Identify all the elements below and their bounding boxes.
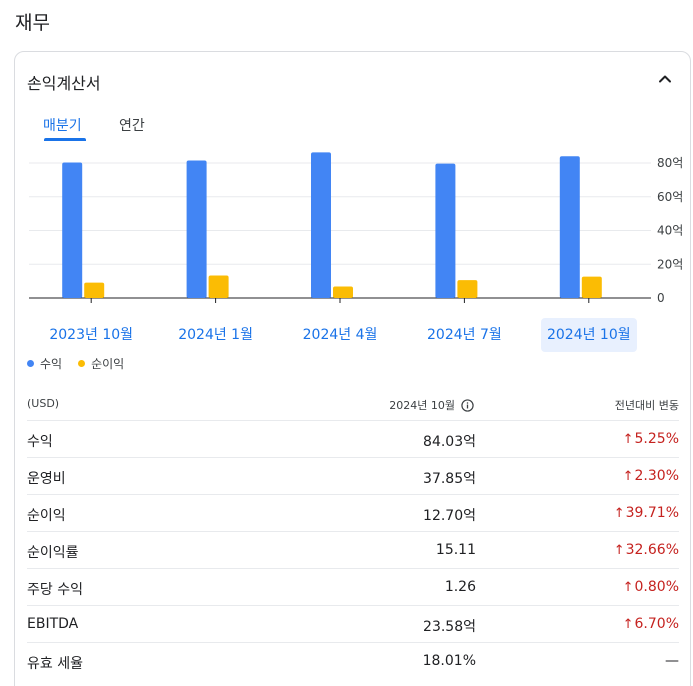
y-tick-label: 0: [657, 291, 665, 305]
tab-active-indicator: [44, 138, 86, 141]
row-value: 37.85억: [423, 471, 476, 487]
net-income-bar[interactable]: [581, 276, 602, 298]
table-header: (USD) 2024년 10월 전년대비 변동: [27, 385, 679, 421]
table-row: 주당 수익 1.26 ↑ 0.80%: [27, 569, 679, 606]
row-label: 순이익률: [27, 545, 79, 561]
y-tick-label: 80억: [657, 156, 683, 170]
header-change: 전년대비 변동: [614, 399, 679, 412]
legend-label-net-income: 순이익: [91, 357, 125, 371]
arrow-up-icon: ↑: [613, 542, 625, 558]
legend-item-net-income: 순이익: [78, 355, 124, 372]
table-row: 수익 84.03억 ↑ 5.25%: [27, 421, 679, 458]
table-row: EBITDA 23.58억 ↑ 6.70%: [27, 606, 679, 643]
revenue-bar[interactable]: [62, 162, 83, 298]
row-value: 84.03억: [423, 434, 476, 450]
row-label: 주당 수익: [27, 582, 83, 598]
row-change-value: —: [665, 653, 679, 669]
row-change: ↑ 6.70%: [623, 616, 679, 632]
income-statement-card: 손익계산서 매분기 연간 0 20억 40억 60억 80억 2023년 10월 2024…: [14, 51, 691, 686]
net-income-bar[interactable]: [333, 286, 353, 298]
header-period: 2024년 10월: [389, 397, 474, 413]
y-tick-label: 40억: [657, 224, 683, 238]
arrow-up-icon: ↑: [613, 505, 625, 521]
revenue-bar[interactable]: [311, 152, 331, 298]
arrow-up-icon: ↑: [622, 616, 634, 632]
x-tick-label[interactable]: 2024년 7월: [427, 327, 502, 343]
x-tick-label[interactable]: 2024년 1월: [178, 327, 253, 343]
tab-quarterly[interactable]: 매분기: [43, 118, 82, 134]
row-label: 수익: [27, 434, 53, 450]
tab-annual[interactable]: 연간: [119, 118, 145, 134]
table-row: 유효 세율 18.01% —: [27, 643, 679, 680]
income-bar-chart: 0 20억 40억 60억 80억: [29, 152, 683, 305]
chevron-up-icon: [659, 75, 671, 83]
arrow-up-icon: ↑: [622, 579, 634, 595]
info-icon[interactable]: [461, 398, 474, 412]
row-change: ↑ 5.25%: [623, 431, 679, 447]
row-change-value: 32.66%: [625, 542, 679, 558]
x-tick-label[interactable]: 2024년 10월: [540, 318, 637, 352]
row-change: ↑ 0.80%: [623, 579, 679, 595]
row-change-value: 2.30%: [634, 468, 679, 484]
row-change: —: [665, 653, 679, 669]
revenue-dot-icon: [27, 360, 34, 367]
x-tick-label[interactable]: 2024년 4월: [302, 327, 378, 343]
header-period-label: 2024년 10월: [389, 399, 455, 412]
row-label: EBITDA: [27, 616, 79, 632]
row-value: 15.11: [435, 542, 476, 558]
row-change: ↑ 39.71%: [614, 505, 679, 521]
net-income-bar[interactable]: [208, 275, 229, 298]
arrow-up-icon: ↑: [622, 468, 634, 484]
net-income-dot-icon: [78, 360, 86, 367]
row-value: 1.26: [444, 579, 476, 595]
legend-item-revenue: 수익: [27, 355, 62, 372]
table-row: 순이익률 15.11 ↑ 32.66%: [27, 532, 679, 569]
revenue-bar[interactable]: [435, 163, 456, 298]
row-value: 12.70억: [423, 508, 476, 524]
row-change: ↑ 32.66%: [614, 542, 679, 558]
row-change: ↑ 2.30%: [623, 468, 679, 484]
chart-legend: 수익 순이익: [27, 355, 124, 372]
card-title: 손익계산서: [27, 74, 101, 93]
table-row: 순이익 12.70억 ↑ 39.71%: [27, 495, 679, 532]
row-change-value: 6.70%: [634, 616, 679, 632]
row-value: 23.58억: [423, 619, 476, 635]
y-tick-label: 60억: [657, 190, 683, 204]
page-title: 재무: [15, 12, 50, 34]
financials-table: (USD) 2024년 10월 전년대비 변동 수익 84.03억 ↑ 5.25% 운영…: [27, 385, 679, 680]
collapse-button[interactable]: [654, 68, 676, 90]
table-row: 운영비 37.85억 ↑ 2.30%: [27, 458, 679, 495]
row-change-value: 0.80%: [634, 579, 679, 595]
x-tick-label[interactable]: 2023년 10월: [49, 327, 134, 343]
row-label: 순이익: [27, 508, 66, 524]
revenue-bar[interactable]: [186, 160, 207, 298]
row-value: 18.01%: [422, 653, 476, 669]
row-change-value: 39.71%: [625, 505, 679, 521]
net-income-bar[interactable]: [84, 282, 105, 298]
row-label: 운영비: [27, 471, 66, 487]
row-change-value: 5.25%: [634, 431, 679, 447]
row-label: 유효 세율: [27, 656, 83, 672]
header-unit: (USD): [27, 397, 60, 410]
net-income-bar[interactable]: [457, 280, 478, 298]
y-tick-label: 20억: [657, 257, 683, 271]
arrow-up-icon: ↑: [622, 431, 634, 447]
revenue-bar[interactable]: [559, 156, 580, 298]
table-body: 수익 84.03억 ↑ 5.25% 운영비 37.85억 ↑ 2.30% 순이익 12.70억 ↑ 3…: [27, 421, 679, 680]
legend-label-revenue: 수익: [40, 357, 63, 371]
